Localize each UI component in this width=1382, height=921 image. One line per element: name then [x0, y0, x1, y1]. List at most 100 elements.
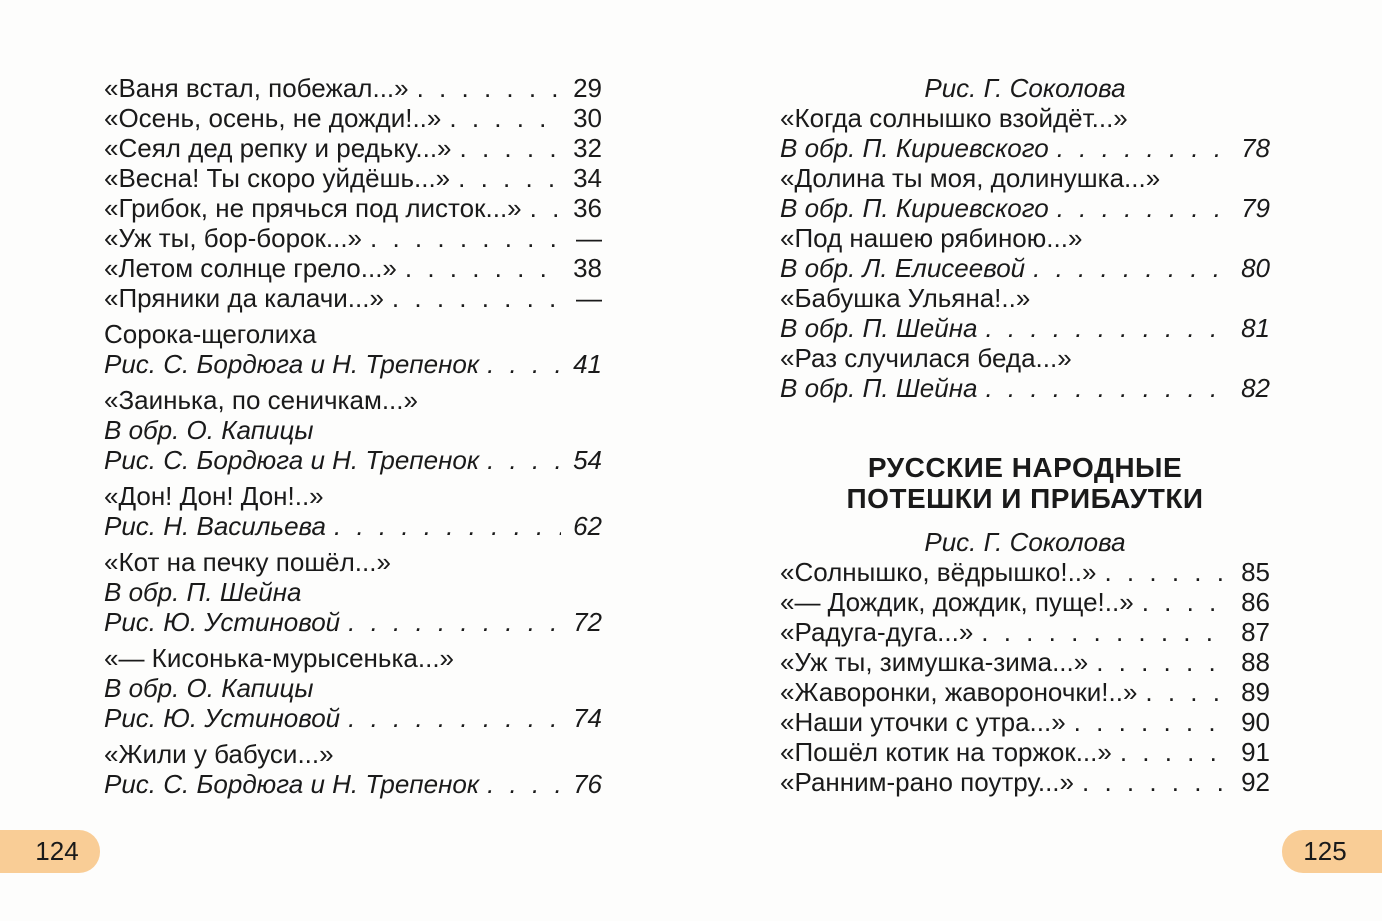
- toc-entry: «Жаворонки, жавороночки!..» 89: [780, 677, 1270, 707]
- credit-line: Рис. Ю. Устиновой 72: [104, 607, 602, 637]
- entry-title: В обр. П. Кириевского: [780, 193, 1049, 223]
- toc-entry: «Уж ты, зимушка-зима...» 88: [780, 647, 1270, 677]
- entry-title: «Заинька, по сеничкам...»: [104, 385, 418, 415]
- leader-dots: [1142, 587, 1229, 617]
- entry-title: Рис. Ю. Устиновой: [104, 703, 341, 733]
- toc-entry: «Ранним-рано поутру...» 92: [780, 767, 1270, 797]
- toc-entry: «Уж ты, бор-борок...» —: [104, 223, 602, 253]
- entry-title: В обр. Л. Елисеевой: [780, 253, 1026, 283]
- toc-entry: «Ваня встал, побежал...» 29: [104, 73, 602, 103]
- entry-page-number: 76: [573, 769, 602, 799]
- illustrator-credit: Рис. Г. Соколова: [924, 527, 1126, 557]
- entry-page-number: 62: [573, 511, 602, 541]
- entry-page-number: 85: [1241, 557, 1270, 587]
- entry-title: В обр. П. Кириевского: [780, 133, 1049, 163]
- entry-title: В обр. О. Капицы: [104, 673, 314, 703]
- leader-dots: [334, 511, 561, 541]
- toc-entry: «Весна! Ты скоро уйдёшь...» 34: [104, 163, 602, 193]
- toc-entry: «— Дождик, дождик, пуще!..» 86: [780, 587, 1270, 617]
- entry-title: «Жили у бабуси...»: [104, 739, 334, 769]
- entry-page-number: 91: [1241, 737, 1270, 767]
- toc-entry: «Долина ты моя, долинушка...»: [780, 163, 1270, 193]
- entry-page-number: 88: [1241, 647, 1270, 677]
- entry-title: «Наши уточки с утра...»: [780, 707, 1066, 737]
- entry-title: Рис. С. Бордюга и Н. Трепенок: [104, 445, 480, 475]
- illustrator-credit: Рис. Г. Соколова: [924, 73, 1126, 103]
- entry-page-number: 92: [1241, 767, 1270, 797]
- entry-title: «Жаворонки, жавороночки!..»: [780, 677, 1138, 707]
- entry-page-number: 29: [573, 73, 602, 103]
- entry-title: «Пошёл котик на торжок...»: [780, 737, 1112, 767]
- entry-title: «Весна! Ты скоро уйдёшь...»: [104, 163, 451, 193]
- leader-dots: [1104, 557, 1229, 587]
- leader-dots: [981, 617, 1229, 647]
- entry-title: «— Кисонька-мурысенька...»: [104, 643, 454, 673]
- leader-dots: [1082, 767, 1229, 797]
- entry-page-number: 87: [1241, 617, 1270, 647]
- leader-dots: [1074, 707, 1229, 737]
- entry-title: «Уж ты, зимушка-зима...»: [780, 647, 1089, 677]
- leader-dots: [449, 103, 561, 133]
- entry-title: Рис. С. Бордюга и Н. Трепенок: [104, 769, 480, 799]
- leader-dots: [1057, 193, 1229, 223]
- credit-line: Рис. Ю. Устиновой 74: [104, 703, 602, 733]
- entry-page-number: 81: [1241, 313, 1270, 343]
- credit-line: В обр. П. Кириевского 78: [780, 133, 1270, 163]
- entry-title: «Под нашею рябиною...»: [780, 223, 1083, 253]
- entry-page-number: —: [576, 223, 602, 253]
- entry-title: Рис. Ю. Устиновой: [104, 607, 341, 637]
- toc-entry: «Жили у бабуси...»: [104, 739, 602, 769]
- entry-page-number: 89: [1241, 677, 1270, 707]
- folio-badge-right: 125: [1282, 830, 1382, 873]
- credit-line: В обр. Л. Елисеевой 80: [780, 253, 1270, 283]
- toc-entry: «— Кисонька-мурысенька...»: [104, 643, 602, 673]
- toc-entry: «Бабушка Ульяна!..»: [780, 283, 1270, 313]
- entry-title: «Когда солнышко взойдёт...»: [780, 103, 1128, 133]
- leader-dots: [487, 349, 561, 379]
- entry-title: «Сеял дед репку и редьку...»: [104, 133, 452, 163]
- leader-dots: [392, 283, 561, 313]
- entry-page-number: 38: [573, 253, 602, 283]
- leader-dots: [417, 73, 561, 103]
- entry-title: В обр. П. Шейна: [780, 373, 978, 403]
- entry-page-number: 82: [1241, 373, 1270, 403]
- entry-page-number: 90: [1241, 707, 1270, 737]
- leader-dots: [1057, 133, 1229, 163]
- entry-page-number: 79: [1241, 193, 1270, 223]
- entry-title: «Грибок, не прячься под листок...»: [104, 193, 522, 223]
- entry-title: «Солнышко, вёдрышко!..»: [780, 557, 1097, 587]
- entry-page-number: —: [576, 283, 602, 313]
- entry-page-number: 80: [1241, 253, 1270, 283]
- toc-column-left: «Ваня встал, побежал...»29«Осень, осень,…: [104, 73, 602, 799]
- entry-title: «— Дождик, дождик, пуще!..»: [780, 587, 1134, 617]
- toc-entry: «Летом солнце грело...» 38: [104, 253, 602, 283]
- entry-page-number: 78: [1241, 133, 1270, 163]
- entry-page-number: 72: [573, 607, 602, 637]
- leader-dots: [1120, 737, 1229, 767]
- leader-dots: [985, 313, 1229, 343]
- entry-page-number: 41: [573, 349, 602, 379]
- toc-entry: Сорока-щеголиха: [104, 319, 602, 349]
- leader-dots: [530, 193, 561, 223]
- toc-entry: «Осень, осень, не дожди!..» 30: [104, 103, 602, 133]
- credit-line: Рис. С. Бордюга и Н. Трепенок 41: [104, 349, 602, 379]
- entry-page-number: 54: [573, 445, 602, 475]
- leader-dots: [460, 133, 561, 163]
- toc-entry: «Пряники да калачи...» —: [104, 283, 602, 313]
- entry-title: «Кот на печку пошёл...»: [104, 547, 391, 577]
- credit-line: Рис. С. Бордюга и Н. Трепенок 54: [104, 445, 602, 475]
- leader-dots: [487, 445, 561, 475]
- entry-title: В обр. П. Шейна: [104, 577, 302, 607]
- toc-entry: «Пошёл котик на торжок...» 91: [780, 737, 1270, 767]
- credit-line: В обр. П. Шейна 82: [780, 373, 1270, 403]
- credit-line: В обр. О. Капицы: [104, 415, 602, 445]
- credit-line: В обр. О. Капицы: [104, 673, 602, 703]
- entry-title: В обр. О. Капицы: [104, 415, 314, 445]
- toc-column-right: Рис. Г. Соколова «Когда солнышко взойдёт.…: [780, 73, 1270, 797]
- toc-entry: «Когда солнышко взойдёт...»: [780, 103, 1270, 133]
- entry-title: «Раз случилася беда...»: [780, 343, 1072, 373]
- entry-title: «Радуга-дуга...»: [780, 617, 974, 647]
- credit-line: В обр. П. Шейна: [104, 577, 602, 607]
- entry-title: «Уж ты, бор-борок...»: [104, 223, 363, 253]
